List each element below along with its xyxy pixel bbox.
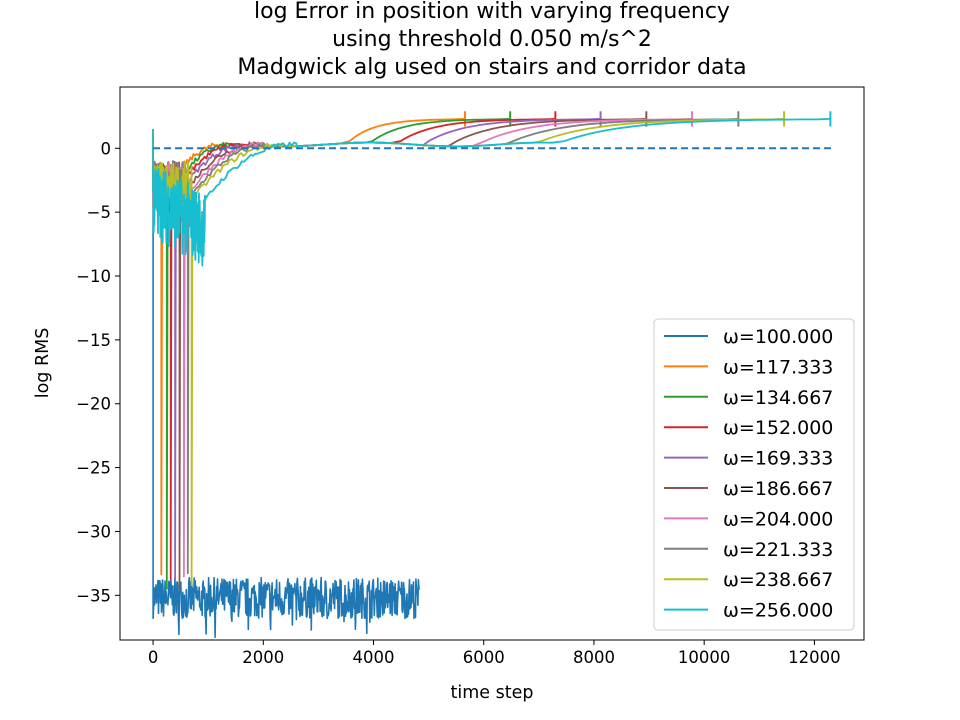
plot-frame — [119, 86, 865, 641]
chart-title-line-3: Madgwick alg used on stairs and corridor… — [237, 55, 746, 80]
x-axis-label: time step — [451, 683, 534, 703]
legend-entry: ω=100.000 — [723, 326, 833, 348]
series-line — [152, 129, 421, 639]
y-tick-label: −35 — [76, 586, 111, 605]
y-axis-label: log RMS — [33, 328, 53, 399]
chart-title-line-1: log Error in position with varying frequ… — [254, 0, 730, 24]
legend-entry: ω=238.667 — [723, 569, 833, 591]
y-tick-label: −15 — [76, 331, 111, 350]
x-tick-label: 0 — [148, 648, 159, 667]
series-line — [152, 118, 693, 578]
y-tick-label: −30 — [76, 522, 111, 541]
series-line — [152, 118, 601, 580]
x-axis: 0 2000 4000 6000 8000 10000 12000 — [148, 640, 841, 667]
x-tick-label: 6000 — [463, 648, 505, 667]
legend-entry: ω=152.000 — [723, 417, 833, 439]
legend: ω=100.000 ω=117.333 ω=134.667 ω=152.000 ω=16… — [653, 318, 855, 631]
x-tick-label: 10000 — [678, 648, 731, 667]
legend-entry: ω=221.333 — [723, 539, 833, 561]
legend-entry: ω=204.000 — [723, 508, 833, 530]
chart-title-line-2: using threshold 0.050 m/s^2 — [332, 27, 652, 52]
x-tick-label: 4000 — [353, 648, 395, 667]
y-tick-label: −5 — [87, 203, 111, 222]
y-axis: 0 −5 −10 −15 −20 −25 −30 −35 — [76, 139, 120, 605]
series-line — [152, 118, 831, 267]
legend-entry: ω=134.667 — [723, 387, 833, 409]
series-line — [152, 118, 647, 590]
y-tick-label: −25 — [76, 459, 111, 478]
series-line — [152, 118, 556, 581]
y-tick-label: −10 — [76, 267, 111, 286]
x-tick-label: 2000 — [242, 648, 284, 667]
legend-entry: ω=117.333 — [723, 356, 833, 378]
legend-entry: ω=256.000 — [723, 600, 833, 622]
plot-lines — [152, 111, 832, 639]
chart-title: log Error in position with varying frequ… — [237, 0, 746, 80]
x-tick-label: 12000 — [788, 648, 841, 667]
series-line — [152, 118, 511, 590]
legend-entry: ω=169.333 — [723, 448, 833, 470]
legend-entry: ω=186.667 — [723, 478, 833, 500]
y-tick-label: −20 — [76, 395, 111, 414]
y-tick-label: 0 — [101, 139, 112, 158]
x-tick-label: 8000 — [573, 648, 615, 667]
series-line — [152, 118, 739, 575]
